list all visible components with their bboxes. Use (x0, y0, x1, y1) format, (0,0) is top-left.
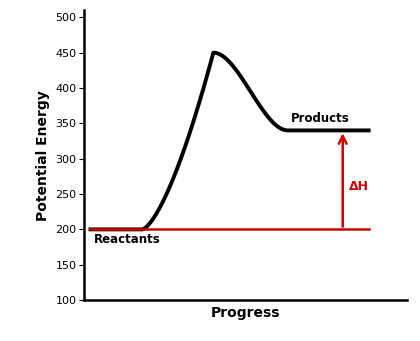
Y-axis label: Potential Energy: Potential Energy (36, 90, 50, 221)
Text: Products: Products (291, 113, 350, 125)
Text: Reactants: Reactants (94, 233, 160, 246)
Text: ΔH: ΔH (349, 180, 369, 193)
X-axis label: Progress: Progress (211, 306, 281, 320)
